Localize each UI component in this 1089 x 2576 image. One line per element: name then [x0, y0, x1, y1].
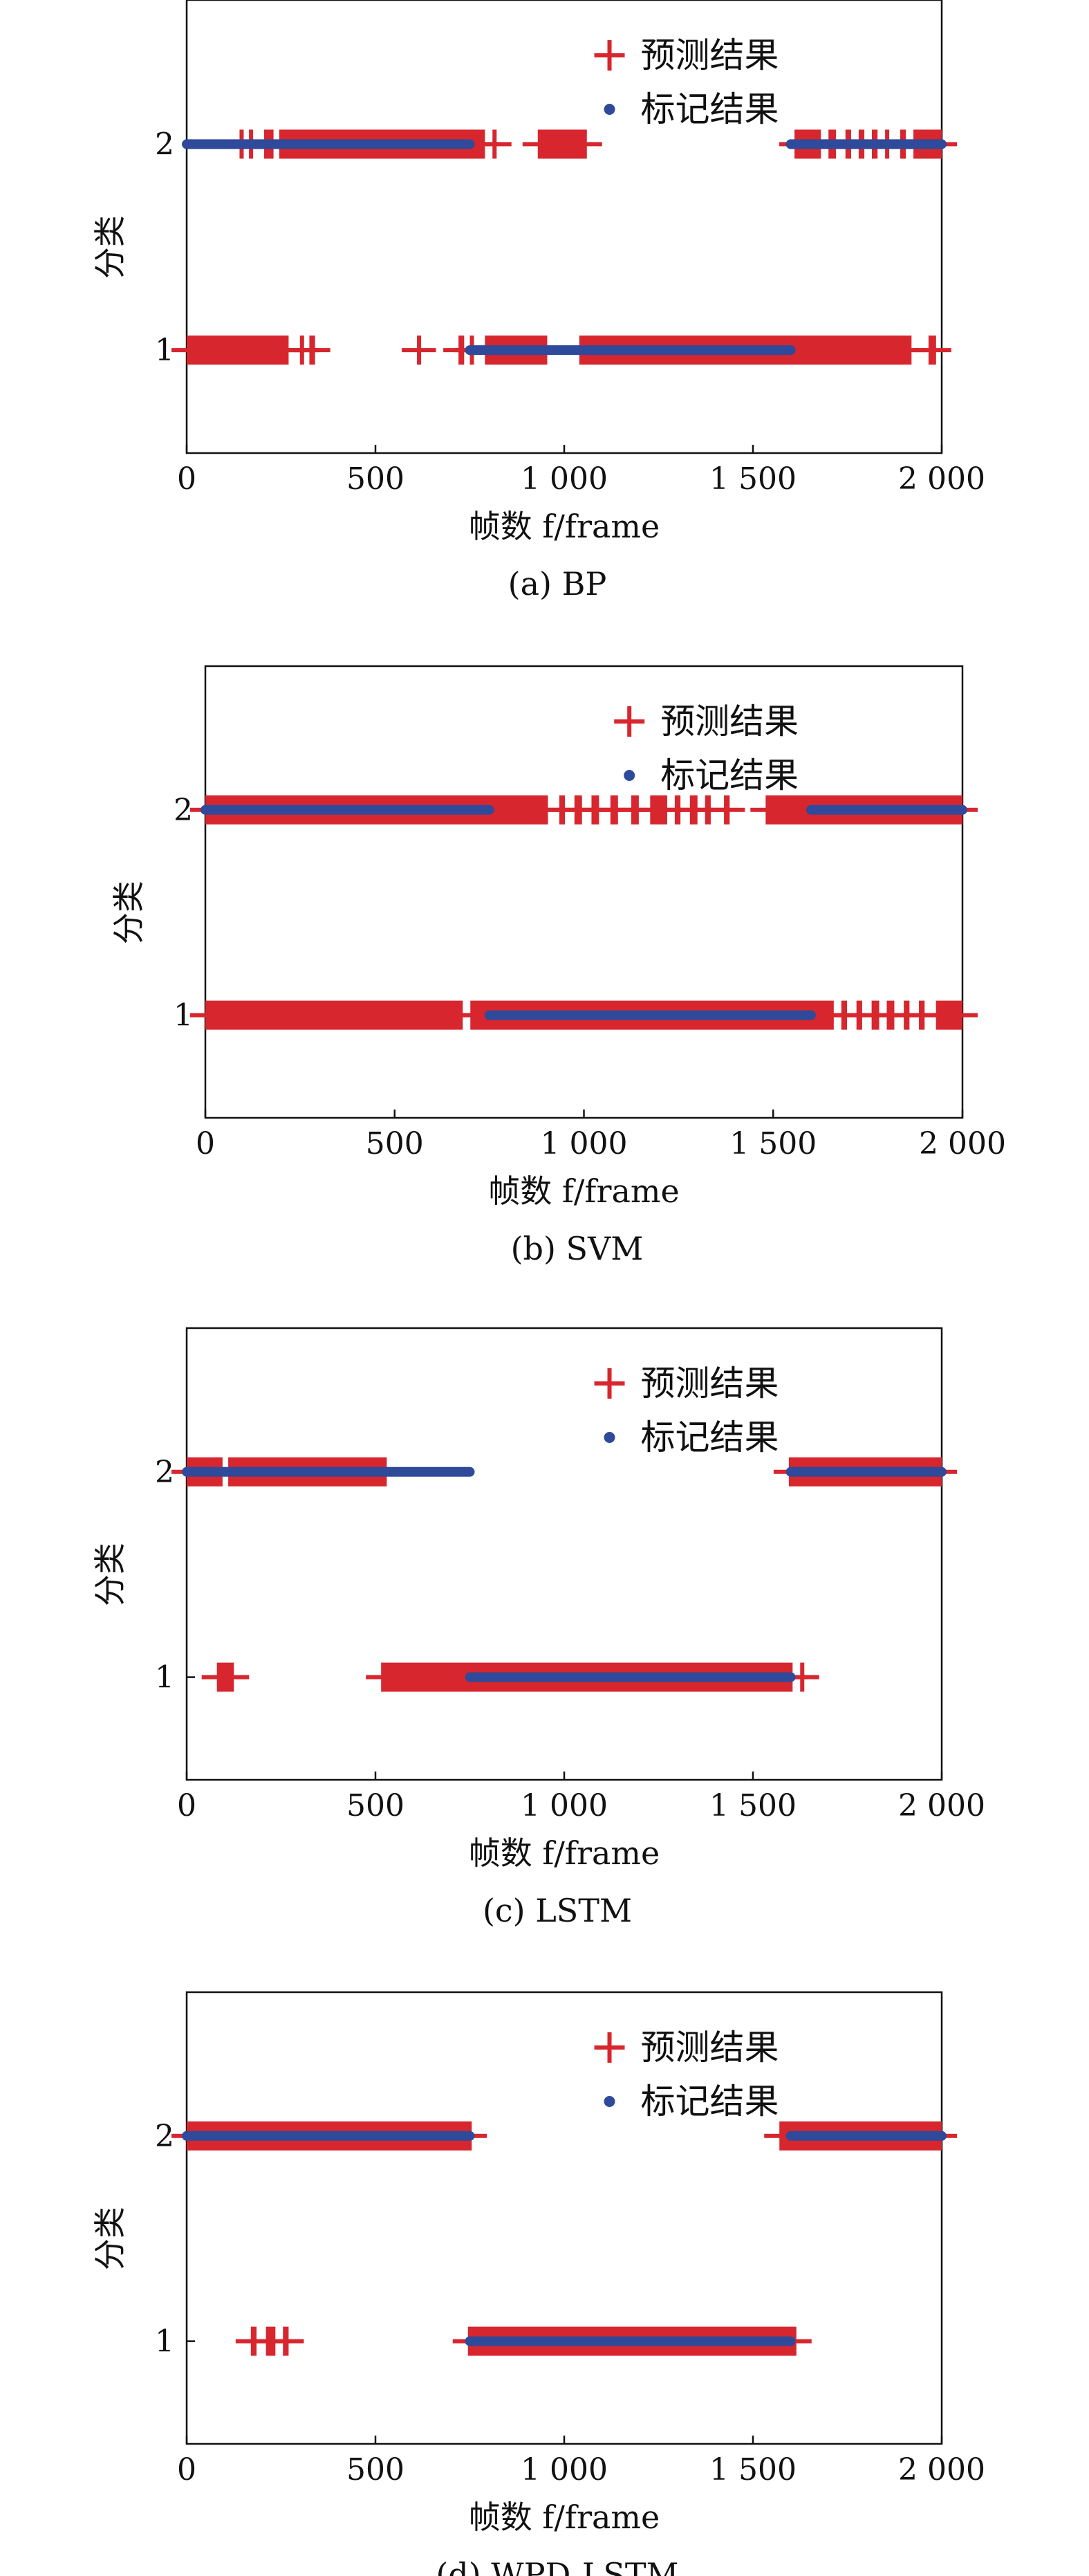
- x-tick-label: 1 000: [521, 1788, 608, 1823]
- series-labeled: [182, 139, 947, 356]
- legend-dot-icon: [604, 2096, 615, 2107]
- chart-caption: (c) LSTM: [483, 1892, 632, 1929]
- y-tick-label: 2: [155, 1455, 174, 1490]
- chart-panel-3: 0 500 1 000 1 500 2 000 1 2 帧数 f/frame 分类 (c) LST…: [91, 1327, 985, 1929]
- chart-panel-2: 0 500 1 000 1 500 2 000 1 2 帧数 f/frame 分类 (b) SVM…: [110, 665, 1006, 1267]
- series-labeled: [182, 1466, 947, 1682]
- legend-dot-icon: [604, 1432, 615, 1443]
- x-tick-label: 1 500: [709, 461, 797, 497]
- x-tick-label: 0: [177, 461, 196, 497]
- legend-label-predicted: 预测结果: [641, 2027, 779, 2068]
- predicted-mark-whisker: [522, 142, 602, 147]
- x-tick-label: 0: [177, 2452, 196, 2487]
- y-axis-title: 分类: [91, 1543, 129, 1606]
- x-tick-label: 500: [346, 2452, 404, 2487]
- y-tick-label: 1: [155, 333, 174, 368]
- predicted-mark-whisker: [689, 807, 726, 812]
- chart-panel-1: 0 500 1 000 1 500 2 000 1 2 帧数 f/frame 分类 (a) BP 预…: [91, 0, 985, 602]
- series-labeled: [201, 804, 967, 1020]
- plot-frame: [185, 1991, 943, 2445]
- y-axis-title: 分类: [91, 215, 129, 279]
- legend-label-predicted: 预测结果: [660, 701, 799, 742]
- x-tick-label: 2 000: [898, 2452, 985, 2487]
- series-predicted: [171, 1457, 957, 1692]
- x-axis-title: 帧数 f/frame: [488, 1172, 679, 1210]
- x-tick-label: 1 000: [521, 2452, 608, 2487]
- x-tick-label: 500: [346, 461, 404, 497]
- chart-caption: (a) BP: [508, 565, 607, 602]
- series-predicted: [190, 795, 978, 1030]
- x-tick-label: 1 500: [709, 2452, 797, 2487]
- y-tick-label: 1: [155, 1660, 174, 1695]
- predicted-mark-whisker: [190, 1013, 478, 1018]
- predicted-mark-whisker: [268, 2339, 304, 2344]
- y-axis-title: 分类: [110, 881, 147, 944]
- y-tick-label: 2: [174, 793, 193, 828]
- chart-panel-4: 0 500 1 000 1 500 2 000 1 2 帧数 f/frame 分类 (d) WPD…: [91, 1991, 985, 2576]
- x-tick-label: 0: [177, 1788, 196, 1823]
- x-tick-label: 500: [346, 1788, 404, 1823]
- x-tick-label: 1 500: [729, 1126, 817, 1161]
- chart-caption: (d) WPD-LSTM: [436, 2556, 678, 2576]
- predicted-mark-whisker: [201, 1675, 250, 1680]
- y-axis-title: 分类: [91, 2207, 129, 2270]
- predicted-mark-whisker: [920, 1013, 978, 1018]
- x-tick-label: 500: [366, 1126, 424, 1161]
- legend-label-predicted: 预测结果: [641, 1363, 779, 1404]
- predicted-mark-whisker: [595, 807, 633, 812]
- predicted-mark-whisker: [785, 1675, 819, 1680]
- x-tick-label: 2 000: [898, 1788, 985, 1823]
- series-predicted: [171, 129, 957, 365]
- predicted-mark-whisker: [171, 348, 304, 353]
- x-tick-label: 1 000: [521, 461, 608, 497]
- x-tick-label: 2 000: [919, 1126, 1006, 1161]
- predicted-mark-whisker: [635, 807, 682, 812]
- predicted-mark-whisker: [709, 807, 745, 812]
- chart-caption: (b) SVM: [511, 1230, 644, 1267]
- legend-label-predicted: 预测结果: [641, 35, 779, 75]
- y-tick-label: 1: [155, 2324, 174, 2359]
- predicted-mark-whisker: [913, 348, 951, 353]
- x-tick-label: 0: [196, 1126, 215, 1161]
- x-tick-label: 2 000: [898, 461, 985, 497]
- series-labeled: [182, 2131, 947, 2346]
- legend-label-labeled: 标记结果: [660, 755, 799, 795]
- x-axis-title: 帧数 f/frame: [469, 508, 660, 545]
- x-axis-title: 帧数 f/frame: [469, 1834, 660, 1872]
- x-axis-title: 帧数 f/frame: [469, 2499, 660, 2536]
- legend-label-labeled: 标记结果: [641, 89, 779, 129]
- y-tick-label: 2: [155, 127, 174, 162]
- plot-frame: [185, 0, 943, 454]
- legend-dot-icon: [604, 104, 615, 115]
- plot-frame: [204, 665, 964, 1119]
- predicted-mark-whisker: [402, 348, 436, 353]
- x-tick-label: 1 500: [709, 1788, 797, 1823]
- y-tick-label: 2: [155, 2119, 174, 2154]
- legend-dot-icon: [624, 770, 635, 781]
- y-tick-label: 1: [174, 998, 193, 1033]
- legend-label-labeled: 标记结果: [641, 2081, 779, 2122]
- predicted-mark-whisker: [294, 348, 331, 353]
- plot-frame: [185, 1327, 943, 1781]
- series-predicted: [171, 2121, 957, 2356]
- x-tick-label: 1 000: [541, 1126, 628, 1161]
- predicted-mark-whisker: [477, 142, 512, 147]
- legend-label-labeled: 标记结果: [641, 1417, 779, 1457]
